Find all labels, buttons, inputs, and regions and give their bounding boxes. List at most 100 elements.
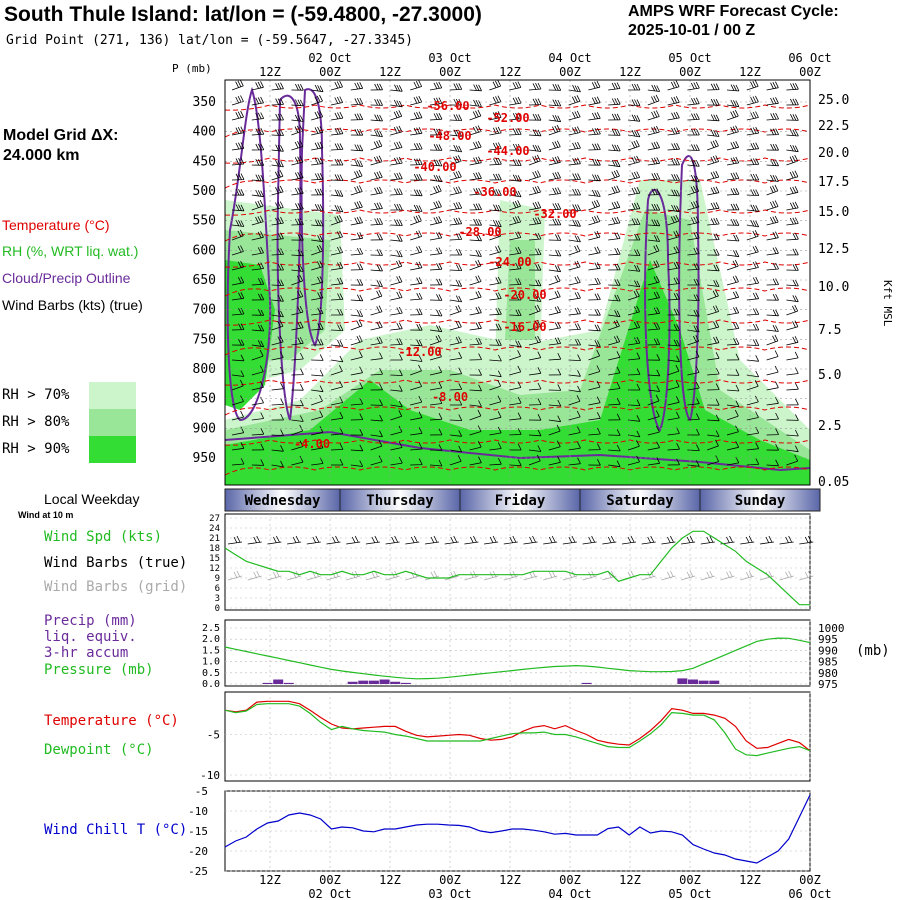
wind-barb [548,249,562,257]
wind-barb [746,95,759,106]
wind-barb [390,410,403,421]
wind-barb [271,335,284,346]
cross-section-layer [225,80,810,485]
wind-barb-true [326,535,341,545]
wind-barb [548,203,562,211]
wind-barb [746,292,760,301]
wind-barb [548,171,561,181]
wind-barb [647,94,660,106]
grid-label: Model Grid ΔX: [3,127,119,144]
wind-barb [311,354,324,361]
wind-barb [509,143,522,151]
wind-barb [687,247,700,256]
wind-barb [410,292,423,301]
wind-barb [687,325,700,333]
wind-barb [786,383,799,391]
wind-barb [667,214,680,226]
wind-barb [251,96,264,106]
wind-barb [509,200,521,211]
wind-barb [786,279,799,287]
wind-barb [231,110,244,121]
wind-barb [548,274,561,286]
wind-barb [251,231,264,241]
wind-barb [291,171,304,181]
wind-barb [489,395,502,406]
wind-barb [608,398,621,406]
wind-barb [390,441,403,451]
legend-wind: Wind Barbs (kts) (true) [2,297,143,313]
wind-barb [568,276,581,286]
wind-barb [449,414,463,421]
wind-barb [509,428,522,436]
wind-barb [370,114,383,122]
isotherm-line [225,379,810,386]
wind-barb [231,426,245,436]
wind-barb [429,397,443,406]
wind-barb [707,455,720,466]
wind-barb [429,174,443,183]
wind-barb [449,155,462,166]
wind-barb [707,289,719,301]
isotherm-line [225,346,810,356]
wind-barb [429,159,443,167]
wind-barb [667,380,680,391]
wind-barb-true [484,535,499,545]
wind-barb [707,383,720,391]
wind-barb [489,95,502,106]
wind-barb [726,219,740,226]
wind-barb [251,159,265,166]
wind-barb [251,443,265,451]
wind-barb [410,411,423,421]
wind-barb [627,218,641,226]
wind-barb [786,201,799,211]
wind-barb [330,339,344,347]
wind-barb [350,319,363,331]
wind-barb [271,185,284,196]
wind-barb [489,158,502,166]
pressure-tick-label: 450 [193,154,216,169]
wind-barb [291,124,304,136]
wind-barb [291,415,304,422]
wind-barb [528,382,542,391]
wind-barb [390,260,403,271]
top-hour-tick: 00Z [679,65,701,79]
wind-barb [647,141,660,151]
precip-liq-label: liq. equiv. [44,629,137,645]
wind-barb [647,291,660,301]
cloud-outline-0 [226,86,272,422]
isotherm-line [225,261,810,268]
wind-barb [509,443,522,451]
wind-barb [390,291,403,301]
wind-barb [330,230,343,241]
wind-barb [330,355,344,363]
rh-key-80-label: RH > 80% [2,414,70,430]
wind-barb [726,109,739,121]
wind-barb [370,321,383,331]
wind-barb [528,295,542,302]
wind-barb [429,325,443,333]
wind-barb [271,144,284,152]
wind-barb [509,159,522,166]
wind-barb [786,367,799,376]
wind-barb [548,321,561,331]
wind-barb [311,204,324,211]
wind-barb [766,309,779,317]
wind-barb [469,400,482,407]
wind-barb [311,157,324,166]
wind-barb [311,394,323,406]
wind-barb [766,231,779,241]
pressure-tick-label: 700 [193,303,216,318]
wind-barb [548,84,562,91]
wind-barb [726,409,739,421]
wind-barb [786,233,799,241]
wind-barb [786,264,799,271]
wind-barb [627,368,641,376]
top-hour-tick: 12Z [619,65,641,79]
wind-barb [410,458,423,466]
isotherm-line [225,104,810,111]
wind-barb-grid [346,570,361,581]
height-tick-label: 22.5 [818,119,849,134]
wind-barb [726,234,740,242]
top-hour-tick: 00Z [439,65,461,79]
wind-barb [311,385,324,393]
